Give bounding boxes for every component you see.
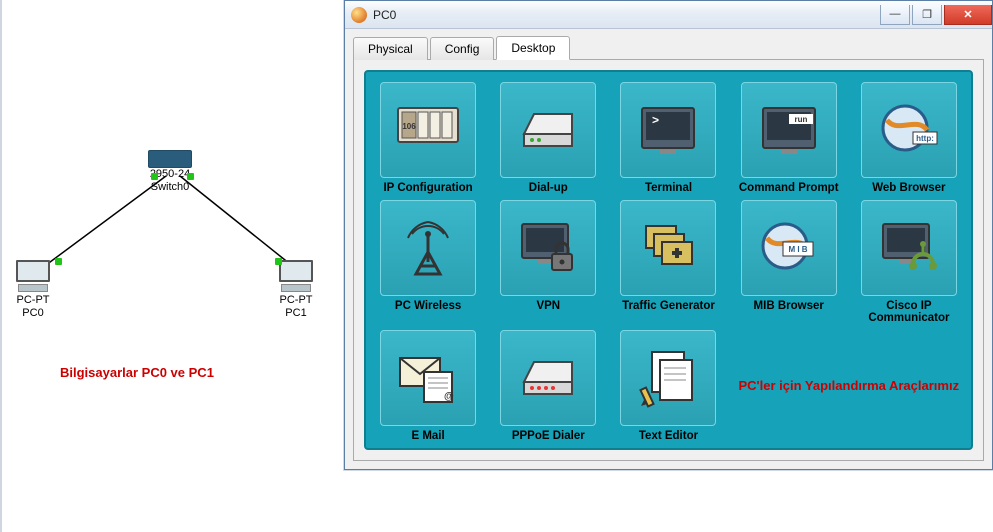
pc1-node[interactable]: PC-PT PC1: [275, 260, 317, 319]
app-label: Web Browser: [872, 182, 945, 194]
pc0-window: PC0 — ❐ ✕ Physical Config Desktop 106: [344, 0, 993, 470]
app-label: PPPoE Dialer: [512, 430, 585, 442]
maximize-button[interactable]: ❐: [912, 5, 942, 25]
globe-icon: http:: [873, 94, 945, 166]
topology-canvas[interactable]: 2950-24 Switch0 PC-PT PC0 PC-PT PC1 Bilg…: [0, 0, 345, 532]
app-label: Text Editor: [639, 430, 698, 442]
app-label: Terminal: [645, 182, 692, 194]
svg-text:run: run: [794, 115, 807, 124]
app-label: Cisco IP Communicator: [868, 300, 949, 324]
config-tools-note: PC'ler için Yapılandırma Araçlarımız: [737, 330, 961, 442]
window-title: PC0: [373, 8, 396, 22]
app-label: PC Wireless: [395, 300, 461, 312]
tab-desktop[interactable]: Desktop: [496, 36, 570, 60]
vpn-icon: [512, 212, 584, 284]
terminal-icon: >: [632, 94, 704, 166]
app-pc-wireless[interactable]: PC Wireless: [376, 200, 480, 324]
app-vpn[interactable]: VPN: [496, 200, 600, 324]
cmd-icon: run: [753, 94, 825, 166]
switch-name: Switch0: [148, 181, 192, 194]
svg-text:M I B: M I B: [788, 245, 807, 254]
pc-icon: [12, 260, 54, 294]
app-icon: [351, 7, 367, 23]
app-pppoe-dialer[interactable]: PPPoE Dialer: [496, 330, 600, 442]
modem-icon: [512, 94, 584, 166]
traffic-icon: [632, 212, 704, 284]
topology-caption: Bilgisayarlar PC0 ve PC1: [60, 365, 214, 380]
app-dialup[interactable]: Dial-up: [496, 82, 600, 194]
app-label: IP Configuration: [383, 182, 472, 194]
topology-wires: [0, 0, 345, 400]
app-email[interactable]: @ E Mail: [376, 330, 480, 442]
app-terminal[interactable]: > Terminal: [616, 82, 720, 194]
app-label: Dial-up: [529, 182, 568, 194]
app-mib-browser[interactable]: M I B MIB Browser: [737, 200, 841, 324]
ip-config-icon: 106: [392, 94, 464, 166]
svg-text:http:: http:: [916, 134, 934, 143]
switch-icon: [148, 150, 192, 168]
pc0-name: PC0: [12, 307, 54, 320]
app-web-browser[interactable]: http: Web Browser: [857, 82, 961, 194]
app-cisco-ip-communicator[interactable]: Cisco IP Communicator: [857, 200, 961, 324]
minimize-button[interactable]: —: [880, 5, 910, 25]
svg-text:>: >: [652, 113, 659, 127]
pc1-name: PC1: [275, 307, 317, 320]
port-dot: [151, 173, 158, 180]
port-dot: [55, 258, 62, 265]
tab-config[interactable]: Config: [430, 37, 495, 60]
app-traffic-generator[interactable]: Traffic Generator: [616, 200, 720, 324]
desktop-panel: 106 IP Configuration: [353, 60, 984, 461]
tab-physical[interactable]: Physical: [353, 37, 428, 60]
pc1-type: PC-PT: [275, 294, 317, 307]
wireless-icon: [392, 212, 464, 284]
close-button[interactable]: ✕: [944, 5, 992, 25]
app-label: MIB Browser: [754, 300, 824, 312]
pc0-type: PC-PT: [12, 294, 54, 307]
svg-text:@: @: [444, 391, 454, 402]
pc-icon: [275, 260, 317, 294]
app-label: Command Prompt: [739, 182, 839, 194]
app-text-editor[interactable]: Text Editor: [616, 330, 720, 442]
email-icon: @: [392, 342, 464, 414]
app-command-prompt[interactable]: run Command Prompt: [737, 82, 841, 194]
switch-node[interactable]: 2950-24 Switch0: [148, 150, 192, 193]
app-label: Traffic Generator: [622, 300, 715, 312]
app-label: VPN: [536, 300, 560, 312]
mib-icon: M I B: [753, 212, 825, 284]
desktop-area: 106 IP Configuration: [364, 70, 973, 450]
port-dot: [275, 258, 282, 265]
app-label: E Mail: [411, 430, 444, 442]
pc0-node[interactable]: PC-PT PC0: [12, 260, 54, 319]
communicator-icon: [873, 212, 945, 284]
text-editor-icon: [632, 342, 704, 414]
app-ip-configuration[interactable]: 106 IP Configuration: [376, 82, 480, 194]
svg-text:106: 106: [402, 122, 416, 131]
tabstrip: Physical Config Desktop: [353, 35, 984, 60]
port-dot: [187, 173, 194, 180]
pppoe-icon: [512, 342, 584, 414]
titlebar[interactable]: PC0 — ❐ ✕: [345, 1, 992, 29]
